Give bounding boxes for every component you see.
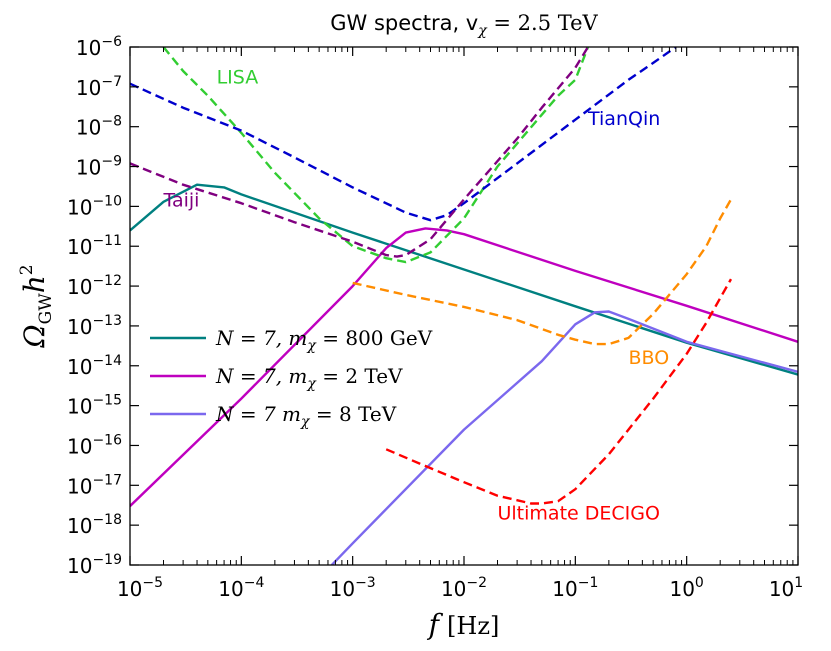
x-tick-label: 101 xyxy=(769,575,803,601)
signal-curve-3 xyxy=(330,310,798,565)
x-tick-label: 10−4 xyxy=(218,575,264,601)
y-tick-label: 10−7 xyxy=(76,74,122,100)
annotation-ultimate-decigo: Ultimate DECIGO xyxy=(498,502,660,524)
y-tick-label: 10−13 xyxy=(67,313,122,339)
sensitivity-curve-tianqin xyxy=(130,47,677,222)
x-tick-label: 100 xyxy=(669,575,703,601)
y-tick-label: 10−10 xyxy=(67,193,122,219)
x-tick-label: 10−2 xyxy=(441,575,487,601)
legend-label-1: N = 7, mχ = 800 GeV xyxy=(215,326,433,354)
sensitivity-curve-lisa xyxy=(162,47,590,264)
y-tick-label: 10−6 xyxy=(76,34,122,60)
sensitivity-curve-bbo xyxy=(352,198,733,346)
y-tick-label: 10−12 xyxy=(67,273,122,299)
sensitivity-curve-ultimate-decigo xyxy=(385,278,733,505)
annotation-taiji: Taiji xyxy=(163,189,200,211)
y-tick-label: 10−15 xyxy=(67,393,122,419)
y-tick-label: 10−9 xyxy=(76,154,122,180)
y-tick-label: 10−17 xyxy=(67,472,122,498)
signal-curve-1 xyxy=(130,183,798,376)
legend: N = 7, mχ = 800 GeV N = 7, mχ = 2 TeV N = … xyxy=(150,326,433,430)
legend-label-2: N = 7, mχ = 2 TeV xyxy=(215,364,403,392)
x-tick-label: 10−5 xyxy=(117,575,163,601)
y-tick-label: 10−11 xyxy=(67,233,122,259)
x-axis-label: f [Hz] xyxy=(427,608,500,641)
y-tick-label: 10−16 xyxy=(67,432,122,458)
annotation-bbo: BBO xyxy=(629,347,670,369)
annotation-tianqin: TianQin xyxy=(587,108,660,130)
chart-title: GW spectra, vχ = 2.5 TeV xyxy=(330,11,598,39)
annotation-lisa: LISA xyxy=(217,67,259,89)
sensitivity-curve-taiji xyxy=(130,47,590,258)
legend-label-3: N = 7 mχ = 8 TeV xyxy=(215,402,397,430)
plot-frame xyxy=(129,46,799,566)
signal-curve-2 xyxy=(130,227,798,507)
y-axis-label: ΩGWh2 xyxy=(17,264,56,348)
y-tick-label: 10−18 xyxy=(67,512,122,538)
x-tick-label: 10−3 xyxy=(330,575,376,601)
y-tick-label: 10−8 xyxy=(76,114,122,140)
y-tick-label: 10−19 xyxy=(67,552,122,578)
x-tick-label: 10−1 xyxy=(552,575,598,601)
y-tick-label: 10−14 xyxy=(67,353,122,379)
